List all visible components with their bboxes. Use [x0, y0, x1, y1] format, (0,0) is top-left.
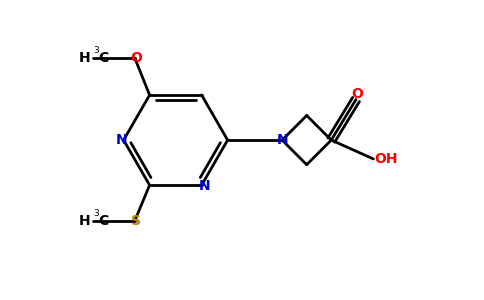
Text: N: N: [276, 133, 288, 147]
Text: OH: OH: [375, 152, 398, 166]
Text: O: O: [351, 86, 363, 100]
Text: 3: 3: [94, 46, 100, 55]
Text: C: C: [98, 51, 109, 65]
Text: O: O: [130, 51, 142, 65]
Text: N: N: [115, 133, 127, 147]
Text: 3: 3: [94, 209, 100, 218]
Text: H: H: [78, 51, 90, 65]
Text: S: S: [131, 214, 141, 228]
Text: N: N: [198, 179, 210, 193]
Text: H: H: [78, 214, 90, 228]
Text: C: C: [98, 214, 109, 228]
